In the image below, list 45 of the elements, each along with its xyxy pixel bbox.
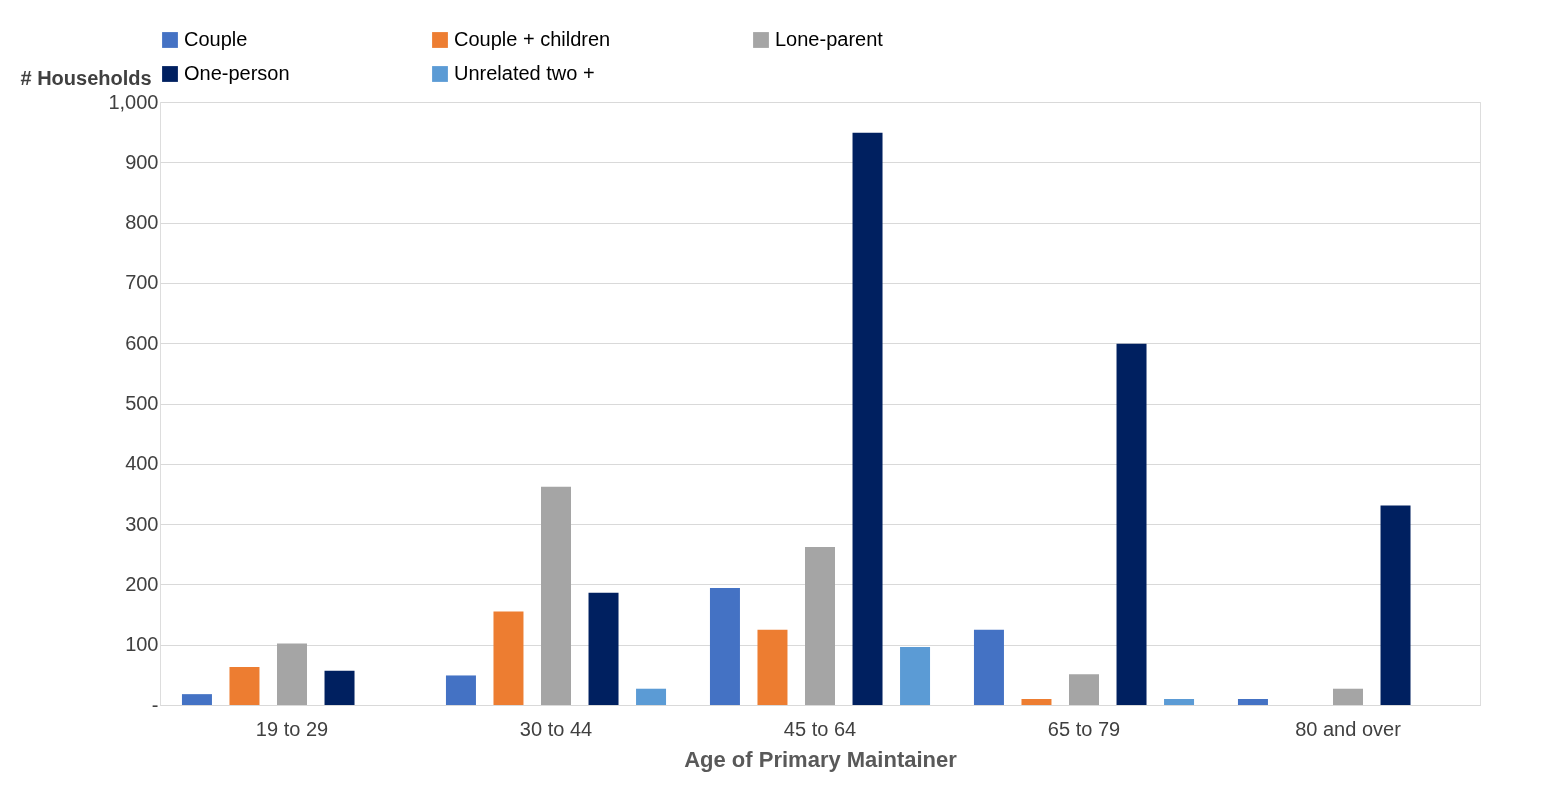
y-axis-title: # Households [20, 66, 152, 89]
bar [1237, 698, 1268, 705]
y-tick-label: 300 [125, 512, 159, 535]
y-tick-label: 1,000 [108, 90, 159, 113]
bar [709, 588, 740, 705]
bar [1380, 505, 1411, 705]
x-tick-label: 19 to 29 [255, 717, 329, 740]
bar [229, 667, 260, 705]
legend-label: Lone-parent [775, 28, 884, 50]
y-tick-label: 500 [125, 392, 159, 414]
legend-label: One-person [184, 62, 290, 84]
bar [1021, 698, 1052, 705]
bar [324, 670, 355, 705]
bar [588, 592, 619, 705]
bar [805, 547, 835, 705]
x-tick-label: 45 to 64 [783, 717, 857, 740]
y-tick-label: 700 [125, 271, 159, 294]
bar [1164, 698, 1195, 705]
legend-label: Unrelated two + [454, 62, 595, 84]
y-tick-label: - [151, 693, 159, 716]
legend-label: Couple [184, 28, 248, 50]
bar [1069, 674, 1099, 705]
y-tick-label: 100 [125, 633, 159, 656]
bar [973, 629, 1004, 705]
x-tick-label: 65 to 79 [1047, 717, 1121, 740]
bar [852, 132, 883, 705]
bar [1116, 343, 1147, 705]
legend-label: Couple + children [454, 28, 611, 50]
x-axis-title: Age of Primary Maintainer [684, 746, 958, 772]
bar [277, 643, 307, 705]
x-tick-label: 80 and over [1295, 717, 1402, 740]
bar [900, 647, 931, 705]
bar [445, 675, 476, 705]
y-tick-label: 900 [125, 150, 159, 173]
bar [757, 629, 788, 705]
x-tick-label: 30 to 44 [519, 717, 593, 740]
y-tick-label: 800 [125, 211, 159, 234]
y-tick-label: 400 [125, 452, 159, 475]
bar [636, 688, 667, 705]
bar [181, 694, 212, 705]
y-tick-label: 600 [125, 331, 159, 354]
y-tick-label: 200 [125, 572, 159, 595]
bar [541, 486, 571, 705]
bar [493, 611, 524, 705]
bar [1333, 688, 1363, 705]
